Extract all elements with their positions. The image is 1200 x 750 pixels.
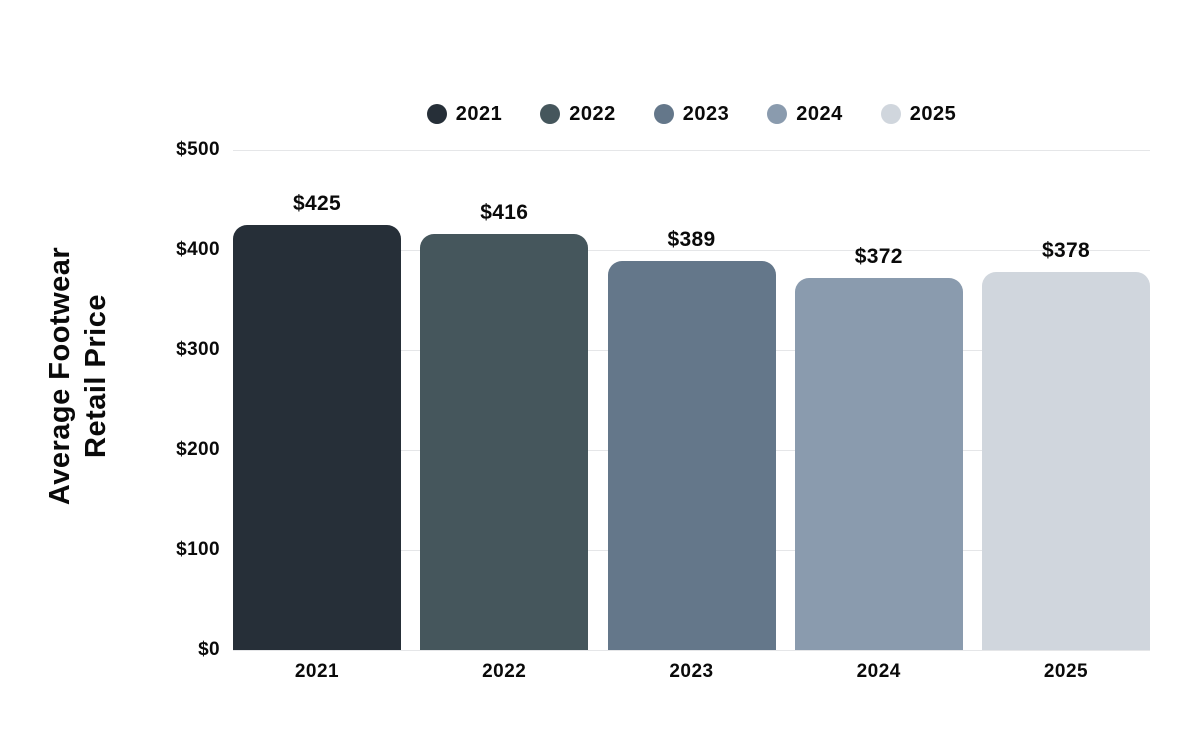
legend-item-2025: 2025 — [880, 102, 957, 126]
x-tick-label-2025: 2025 — [1043, 661, 1089, 682]
x-tick-label-2022: 2022 — [482, 661, 527, 682]
legend-dot-2023 — [653, 104, 674, 124]
legend-item-2024: 2024 — [767, 103, 843, 126]
y-tick-label-300: $300 — [176, 339, 220, 360]
y-tick-label-500: $500 — [176, 139, 220, 160]
legend-label-2024: 2024 — [796, 102, 843, 125]
legend-dot-2025 — [880, 104, 901, 124]
x-tick-label-2021: 2021 — [294, 661, 340, 682]
y-tick-label-400: $400 — [176, 239, 220, 260]
bar-value-label-2022: $416 — [480, 201, 529, 224]
y-tick-label-0: $0 — [198, 639, 220, 660]
x-tick-label-2023: 2023 — [669, 661, 714, 682]
bar-2025 — [982, 272, 1150, 650]
x-tick-label-2024: 2024 — [856, 661, 901, 682]
y-tick-label-200: $200 — [176, 439, 220, 460]
bar-2022 — [420, 234, 589, 650]
gridline-500 — [233, 150, 1150, 151]
bar-value-label-2025: $378 — [1042, 239, 1090, 262]
y-axis-title-line-2: Retail Price — [80, 294, 112, 458]
bar-2021 — [233, 225, 401, 650]
bar-value-label-2023: $389 — [667, 228, 716, 251]
legend-dot-2022 — [540, 104, 561, 124]
legend-item-2023: 2023 — [653, 102, 730, 126]
legend-label-2021: 2021 — [455, 102, 503, 125]
legend-label-2023: 2023 — [682, 102, 730, 125]
bar-2024 — [794, 278, 963, 650]
legend-label-2022: 2022 — [569, 102, 616, 125]
legend-label-2025: 2025 — [909, 102, 957, 125]
legend-item-2021: 2021 — [426, 102, 503, 126]
bar-2023 — [607, 261, 776, 650]
legend-dot-2021 — [426, 104, 447, 124]
chart-legend: 2021 2022 2023 2024 2025 — [233, 100, 1150, 128]
y-tick-label-100: $100 — [176, 539, 220, 560]
gridline-0 — [233, 650, 1150, 651]
gridline-400 — [233, 250, 1150, 251]
legend-item-2022: 2022 — [540, 103, 616, 126]
y-axis-title-line-1: Average Footwear — [44, 246, 76, 506]
bar-value-label-2024: $372 — [854, 245, 903, 268]
y-axis-title: Average Footwear Retail Price — [42, 186, 114, 566]
legend-dot-2024 — [767, 104, 788, 124]
bar-value-label-2021: $425 — [293, 192, 341, 215]
plot-area: $425 $416 $389 $372 $378 — [233, 150, 1150, 651]
